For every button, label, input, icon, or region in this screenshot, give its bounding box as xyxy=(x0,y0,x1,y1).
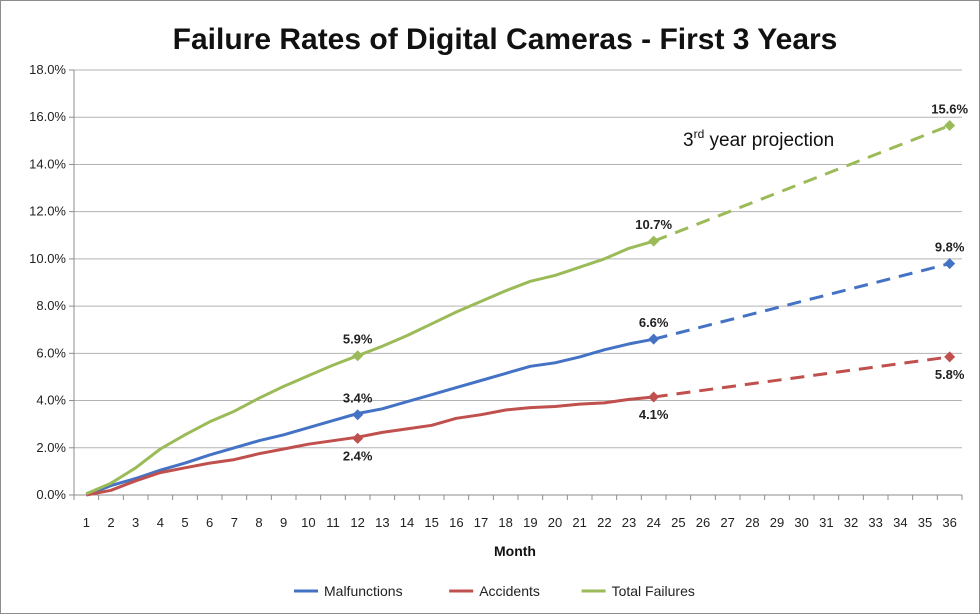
x-tick-label: 33 xyxy=(868,515,882,530)
total-failures-marker xyxy=(944,119,956,131)
x-tick-label: 14 xyxy=(400,515,414,530)
accidents-marker xyxy=(944,351,956,363)
x-axis-title: Month xyxy=(494,543,536,559)
x-tick-label: 3 xyxy=(132,515,139,530)
x-tick-label: 27 xyxy=(720,515,734,530)
x-tick-label: 25 xyxy=(671,515,685,530)
series-group xyxy=(85,119,956,497)
x-tick-label: 18 xyxy=(498,515,512,530)
malfunctions-marker xyxy=(648,333,660,345)
accidents-projection-line xyxy=(653,355,950,399)
accidents-data-label: 2.4% xyxy=(343,448,373,463)
x-tick-label: 19 xyxy=(523,515,537,530)
accidents-marker xyxy=(352,432,364,444)
x-tick-label: 6 xyxy=(206,515,213,530)
x-tick-label: 26 xyxy=(696,515,710,530)
projection-annotation: 3rd year projection xyxy=(683,127,834,151)
total-failures-data-label: 10.7% xyxy=(635,217,672,232)
malfunctions-projection-line xyxy=(653,262,951,341)
x-tick-label: 10 xyxy=(301,515,315,530)
y-tick-label: 4.0% xyxy=(36,393,66,408)
accidents-data-label: 5.8% xyxy=(935,367,965,382)
accidents-legend-label: Accidents xyxy=(479,583,540,599)
axes xyxy=(73,70,963,500)
accidents-marker xyxy=(648,391,660,403)
accidents-line xyxy=(86,395,654,497)
x-tick-label: 4 xyxy=(157,515,164,530)
y-tick-label: 18.0% xyxy=(29,62,66,77)
x-tick-label: 15 xyxy=(424,515,438,530)
y-tick-label: 0.0% xyxy=(36,487,66,502)
malfunctions-data-label: 9.8% xyxy=(935,240,965,255)
x-tick-label: 1 xyxy=(83,515,90,530)
x-tick-label: 36 xyxy=(942,515,956,530)
x-tick-label: 17 xyxy=(474,515,488,530)
total-failures-line xyxy=(85,239,655,496)
y-tick-label: 16.0% xyxy=(29,109,66,124)
x-tick-label: 13 xyxy=(375,515,389,530)
x-tick-label: 5 xyxy=(181,515,188,530)
x-tick-label: 9 xyxy=(280,515,287,530)
y-tick-label: 8.0% xyxy=(36,298,66,313)
y-tick-label: 14.0% xyxy=(29,156,66,171)
x-tick-label: 16 xyxy=(449,515,463,530)
x-tick-label: 22 xyxy=(597,515,611,530)
total-failures-marker xyxy=(648,235,660,247)
total-failures-projection-line xyxy=(653,124,951,243)
x-tick-label: 28 xyxy=(745,515,759,530)
x-tick-label: 2 xyxy=(107,515,114,530)
malfunctions-marker xyxy=(352,409,364,421)
x-tick-label: 8 xyxy=(255,515,262,530)
x-axis-ticks: 1 2 3 4 5 6 7 8 9 10 11 12 13 14 15 16 17 18 19 20 21 22 23 24 2… xyxy=(83,515,957,530)
x-tick-label: 32 xyxy=(844,515,858,530)
malfunctions-marker xyxy=(944,258,956,270)
y-tick-label: 10.0% xyxy=(29,251,66,266)
x-tick-label: 30 xyxy=(794,515,808,530)
malfunctions-data-label: 3.4% xyxy=(343,391,373,406)
gridlines xyxy=(69,69,962,496)
total-failures-legend-label: Total Failures xyxy=(612,583,695,599)
x-tick-label: 11 xyxy=(326,515,340,530)
total-failures-data-label: 15.6% xyxy=(931,101,968,116)
total-failures-marker xyxy=(352,350,364,362)
y-tick-label: 6.0% xyxy=(36,345,66,360)
x-tick-label: 31 xyxy=(819,515,833,530)
x-tick-label: 34 xyxy=(893,515,907,530)
y-tick-label: 2.0% xyxy=(36,440,66,455)
x-tick-label: 23 xyxy=(622,515,636,530)
chart-title: Failure Rates of Digital Cameras - First… xyxy=(173,23,838,56)
x-tick-label: 21 xyxy=(572,515,586,530)
legend: Malfunctions Accidents Total Failures xyxy=(294,583,695,599)
x-tick-label: 7 xyxy=(231,515,238,530)
total-failures-data-label: 5.9% xyxy=(343,332,373,347)
y-axis-ticks: 0.0% 2.0% 4.0% 6.0% 8.0% 10.0% 12.0% 14.0% 16.0%… xyxy=(29,62,66,502)
malfunctions-line xyxy=(85,337,654,497)
x-tick-label: 29 xyxy=(770,515,784,530)
malfunctions-data-label: 6.6% xyxy=(639,315,669,330)
x-tick-label: 24 xyxy=(646,515,660,530)
x-tick-label: 12 xyxy=(350,515,364,530)
x-tick-label: 20 xyxy=(548,515,562,530)
malfunctions-legend-label: Malfunctions xyxy=(324,583,403,599)
y-tick-label: 12.0% xyxy=(29,204,66,219)
x-tick-label: 35 xyxy=(918,515,932,530)
accidents-data-label: 4.1% xyxy=(639,407,669,422)
data-labels: 3.4% 6.6% 9.8% 2.4% 4.1% 5.8% 5.9% 10.7% 15.6% xyxy=(343,101,969,463)
